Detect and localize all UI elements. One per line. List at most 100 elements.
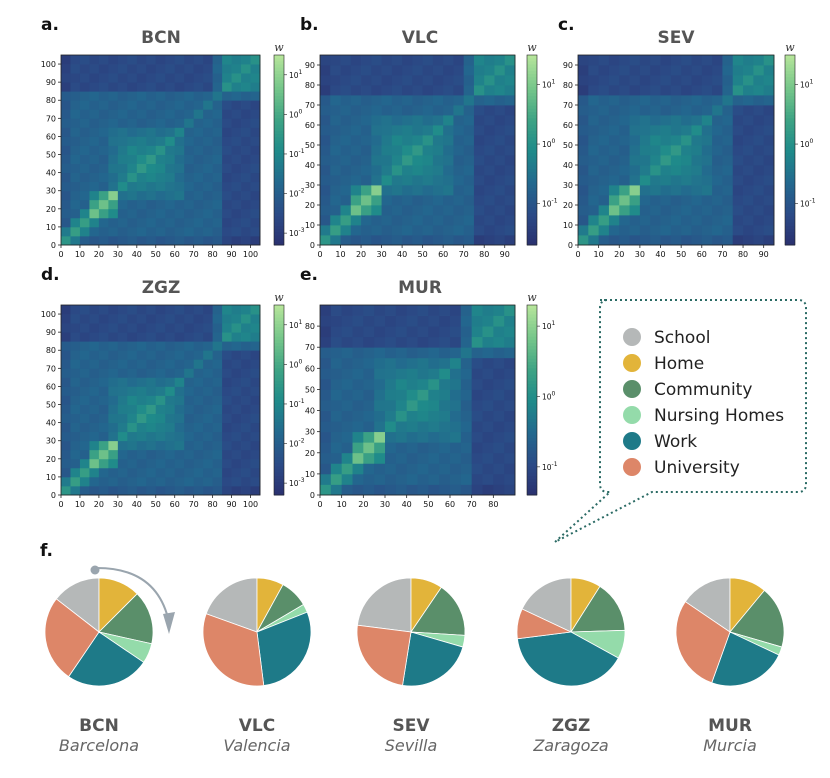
heatmap-cell [89,73,100,83]
heatmap-cell [193,64,204,74]
heatmap-cell [428,336,440,348]
arrow-curve [96,567,169,619]
legend-swatch-work [623,432,641,450]
heatmap-cell [70,404,81,414]
heatmap-cell [395,410,408,422]
heatmap-cell [174,467,185,478]
heatmap-cell [493,463,505,475]
heatmap-cell [493,452,505,464]
heatmap-cell [89,118,100,128]
heatmap-cell [250,163,261,174]
heatmap-cell [155,422,166,433]
legend-label-home: Home [654,354,704,374]
heatmap-cell [61,91,71,101]
heatmap-cell [146,64,157,74]
colorbar-segment [527,222,537,227]
heatmap-cell [136,341,147,351]
heatmap-cell [428,326,440,338]
heatmap-cell [61,305,71,315]
heatmap-cell [241,368,251,378]
heatmap-cell [241,485,251,496]
colorbar-tick-label: 100 [542,390,556,401]
heatmap-cell [371,175,382,186]
heatmap-cell [117,368,128,378]
heatmap-cell [439,484,451,496]
heatmap-cell [391,205,403,216]
heatmap-cell [660,145,672,156]
y-tick-label: 90 [563,61,573,70]
heatmap-cell [89,386,100,396]
heatmap-cell [222,163,232,174]
heatmap-cell [463,145,475,156]
heatmap-cell [701,75,713,86]
legend-swatch-school [623,328,641,346]
colorbar-segment [274,324,284,328]
heatmap-cell [763,145,775,156]
colorbar-segment [785,210,795,214]
heatmap-cell [108,413,119,424]
heatmap-cell [231,431,242,442]
heatmap-cell [184,64,195,74]
heatmap-cell [743,185,754,196]
heatmap-cell [98,208,109,219]
heatmap-cell [691,115,703,126]
heatmap-cell [203,136,214,146]
heatmap-cell [363,368,375,380]
heatmap-cell [117,127,128,137]
heatmap-cell [79,217,90,228]
heatmap-cell [691,55,703,66]
heatmap-cell [660,205,672,216]
heatmap-cell [374,347,386,359]
heatmap-cell [98,404,109,414]
colorbar-segment [274,112,284,116]
heatmap-cell [504,145,516,156]
heatmap-cell [340,175,352,186]
heatmap-cell [70,305,81,315]
heatmap-cell [330,175,341,186]
heatmap-cell [117,449,128,460]
heatmap-cell [340,225,352,236]
heatmap-cell [391,165,403,176]
heatmap-cell [340,135,352,146]
heatmap-cell [395,389,408,401]
heatmap-cell [212,82,223,92]
colorbar-segment [527,178,537,183]
colorbar-segment [274,368,284,372]
heatmap-cell [231,235,242,246]
x-tick-label: 60 [697,250,707,259]
colorbar-segment [785,134,795,138]
heatmap-cell [61,163,71,174]
heatmap-cell [471,410,483,422]
colorbar-segment [527,453,537,458]
heatmap-cell [608,175,620,186]
legend-label-nursing-homes: Nursing Homes [654,406,784,426]
heatmap-cell [146,377,157,387]
heatmap-cell [629,105,641,116]
y-tick-label: 70 [305,343,315,352]
heatmap-cell [231,305,242,315]
heatmap-cell [432,95,444,106]
x-tick-label: 70 [467,500,477,509]
heatmap-cell [117,386,128,396]
heatmap-cell [385,421,397,433]
y-tick-label: 60 [46,132,56,141]
heatmap-cell [504,55,516,66]
heatmap-cell [374,442,386,454]
heatmap-cell [117,190,128,201]
heatmap-cell [108,332,119,342]
heatmap-cell [212,136,223,146]
heatmap-cell [98,476,109,487]
heatmap-cell [619,185,630,196]
heatmap-cell [432,195,444,206]
colorbar-segment [274,140,284,145]
heatmap-cell [504,400,516,411]
heatmap-cell [222,368,232,378]
x-tick-label: 50 [418,250,428,259]
heatmap-frame [577,54,775,246]
pie-slice-work [402,631,464,687]
colorbar-segment [274,488,284,493]
heatmap-cell [732,235,744,246]
heatmap-cell [482,484,494,496]
